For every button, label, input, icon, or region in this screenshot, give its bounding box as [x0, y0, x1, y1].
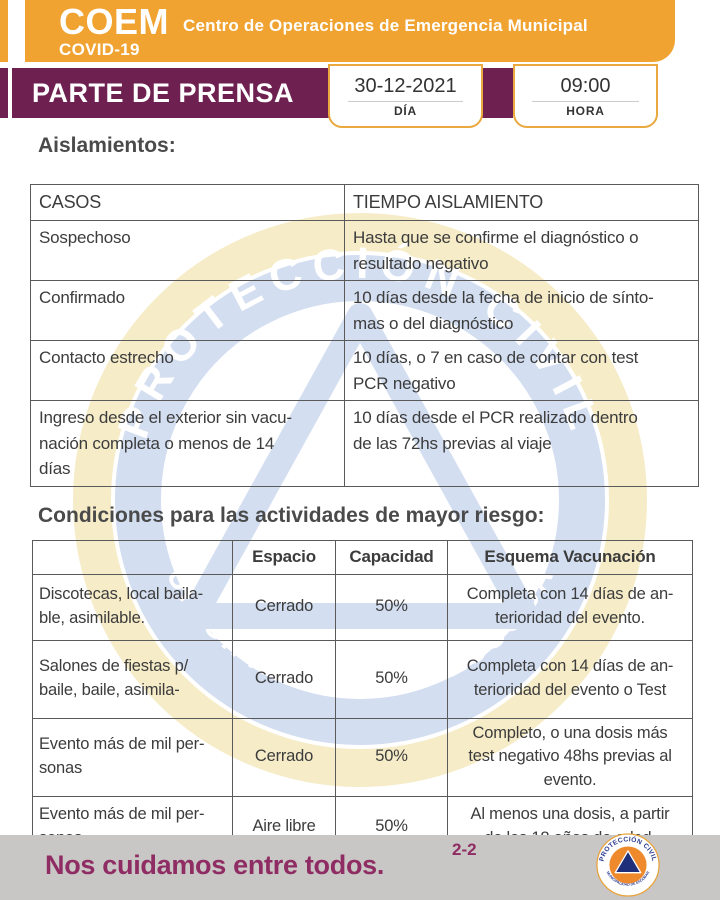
table-row: Contacto estrecho 10 días, o 7 en caso d…	[30, 340, 699, 401]
vaccination-cell: Completa con 14 días de an- terioridad d…	[447, 639, 693, 719]
proteccion-civil-logo: PROTECCIÓN CIVIL MUNICIPALIDAD DE ESCOBA…	[596, 833, 660, 897]
activity-cell: Salones de fiestas p/ baile, baile, asim…	[32, 639, 233, 719]
time-cell: 10 días desde la fecha de inicio de sínt…	[344, 280, 699, 341]
table-row: Discotecas, local baila- ble, asimilable…	[32, 573, 693, 641]
vaccination-cell: Completa con 14 días de an- terioridad d…	[447, 573, 693, 641]
page-number: 2-2	[452, 840, 477, 859]
coem-brand: COEM COVID-19	[59, 1, 169, 59]
date-label: DÍA	[393, 103, 418, 118]
time-box: 09:00 HORA	[513, 64, 658, 128]
header-cell-tiempo: TIEMPO AISLAMIENTO	[344, 184, 699, 221]
vaccination-cell: Completo, o una dosis más test negativo …	[447, 717, 693, 798]
time-cell: 10 días desde el PCR realizado dentro de…	[344, 400, 699, 487]
covid19-label: COVID-19	[59, 40, 140, 59]
header-cell-casos: CASOS	[30, 184, 345, 221]
activity-cell: Evento más de mil per- sonas	[32, 717, 233, 798]
activity-cell: Discotecas, local baila- ble, asimilable…	[32, 573, 233, 641]
time-cell: 10 días, o 7 en caso de contar con test …	[344, 340, 699, 401]
date-value: 30-12-2021	[354, 74, 457, 97]
table-row: Sospechoso Hasta que se confirme el diag…	[30, 220, 699, 281]
activities-table: Espacio Capacidad Esquema Vacunación Dis…	[32, 539, 693, 858]
time-divider	[531, 100, 640, 102]
table-row: Evento más de mil per- sonas Cerrado 50%…	[32, 717, 693, 798]
org-name: Centro de Operaciones de Emergencia Muni…	[183, 16, 588, 35]
time-cell: Hasta que se confirme el diagnóstico o r…	[344, 220, 699, 281]
time-value: 09:00	[560, 74, 611, 97]
capacity-cell: 50%	[335, 717, 448, 798]
capacity-cell: 50%	[335, 639, 448, 719]
table-row: Salones de fiestas p/ baile, baile, asim…	[32, 639, 693, 719]
logo-triangle-icon	[614, 850, 642, 874]
header-edge-stripe	[0, 0, 8, 62]
header-cell-espacio: Espacio	[232, 539, 336, 575]
capacity-cell: 50%	[335, 573, 448, 641]
press-title: PARTE DE PRENSA	[32, 77, 295, 108]
case-cell: Contacto estrecho	[30, 340, 345, 401]
case-cell: Ingreso desde el exterior sin vacu- naci…	[30, 400, 345, 487]
header-cell-esquema: Esquema Vacunación	[447, 539, 693, 575]
section-heading-condiciones: Condiciones para las actividades de mayo…	[38, 503, 545, 527]
isolation-table: CASOS TIEMPO AISLAMIENTO Sospechoso Hast…	[30, 184, 699, 487]
time-label: HORA	[566, 103, 605, 118]
case-cell: Confirmado	[30, 280, 345, 341]
coem-title: COEM	[59, 1, 169, 42]
date-box: 30-12-2021 DÍA	[328, 64, 483, 128]
press-edge-stripe	[0, 68, 8, 118]
table-row: Ingreso desde el exterior sin vacu- naci…	[30, 400, 699, 487]
space-cell: Cerrado	[232, 639, 336, 719]
footer-slogan: Nos cuidamos entre todos.	[45, 850, 385, 880]
date-divider	[348, 100, 463, 102]
table-row: Confirmado 10 días desde la fecha de ini…	[30, 280, 699, 341]
header-cell-activity	[32, 539, 233, 575]
section-heading-aislamientos: Aislamientos:	[38, 134, 176, 157]
document-body: Aislamientos: CASOS TIEMPO AISLAMIENTO S…	[30, 134, 699, 858]
space-cell: Cerrado	[232, 573, 336, 641]
table-header-row: CASOS TIEMPO AISLAMIENTO	[30, 184, 699, 221]
footer-bar: Nos cuidamos entre todos. 2-2 PROTECCIÓN…	[0, 833, 720, 900]
table-header-row: Espacio Capacidad Esquema Vacunación	[32, 539, 693, 575]
header-banner: COEM COVID-19 Centro de Operaciones de E…	[25, 0, 675, 62]
space-cell: Cerrado	[232, 717, 336, 798]
header-cell-capacidad: Capacidad	[335, 539, 448, 575]
case-cell: Sospechoso	[30, 220, 345, 281]
